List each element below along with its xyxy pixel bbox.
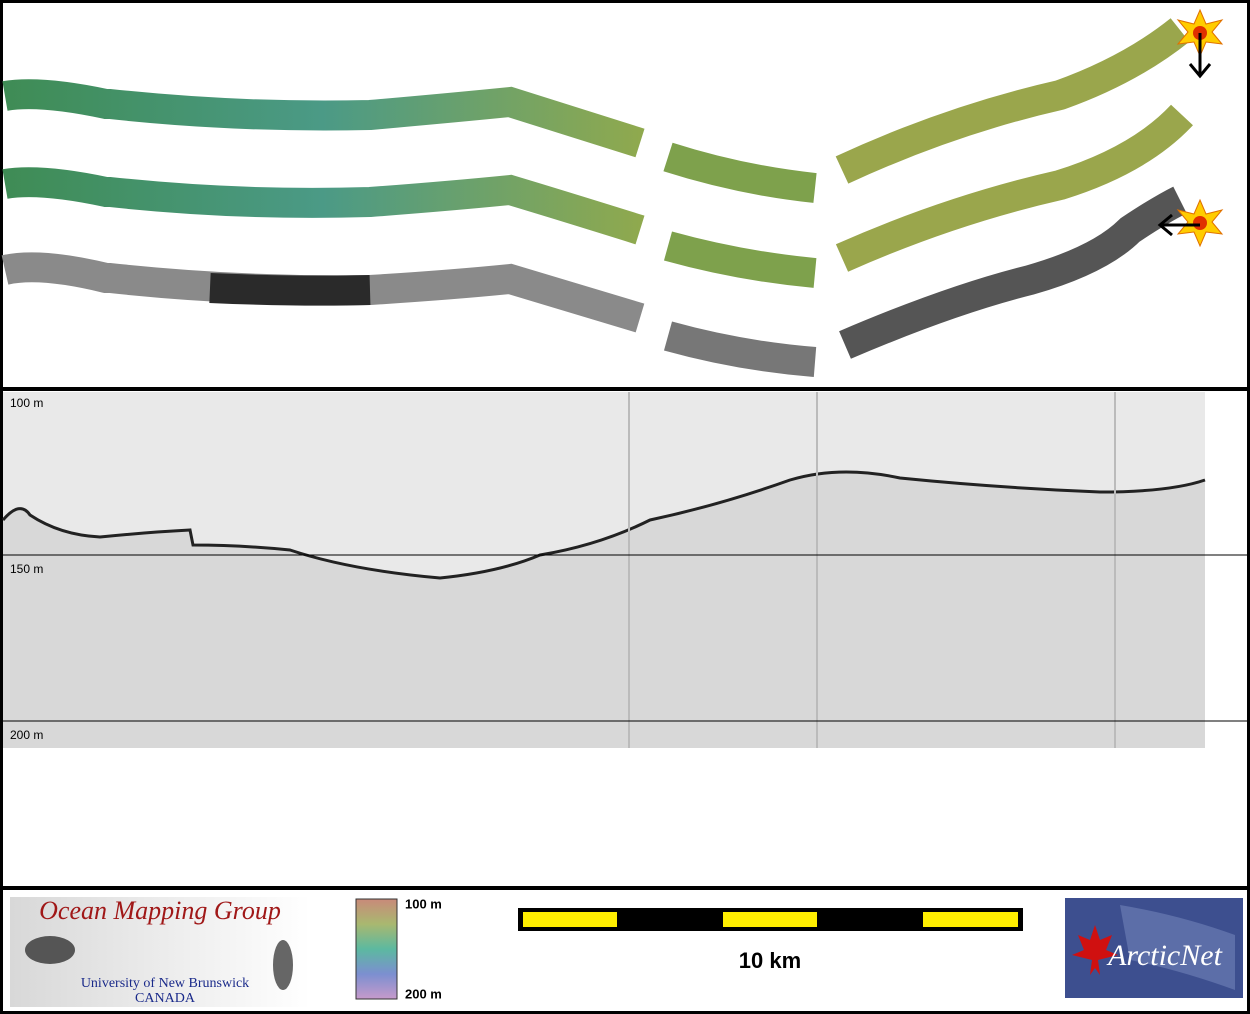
logo-shape xyxy=(1120,905,1235,990)
echo-fill xyxy=(3,471,1205,748)
scalebar-segment xyxy=(523,912,617,927)
scalebar-segment xyxy=(923,912,1018,927)
logo-text: University of New Brunswick xyxy=(81,976,249,991)
swath xyxy=(663,142,817,203)
arrow xyxy=(1188,33,1212,79)
logo-title: Ocean Mapping Group xyxy=(39,896,281,925)
depth-label: 200 m xyxy=(10,728,43,742)
arrow xyxy=(1157,213,1200,237)
depth-label: 150 m xyxy=(10,562,43,576)
colorbar xyxy=(355,898,398,1000)
swath xyxy=(2,79,645,158)
swath xyxy=(2,167,645,245)
logo-text: CANADA xyxy=(135,991,196,1006)
maple-leaf xyxy=(1072,925,1118,975)
swaths xyxy=(1,18,1193,377)
marker xyxy=(1193,216,1207,230)
ship-markers xyxy=(1157,8,1224,248)
swath xyxy=(209,273,371,306)
logo-shape xyxy=(25,936,75,964)
swath xyxy=(835,18,1190,184)
noise-lines xyxy=(628,392,1116,748)
logo-title: ArcticNet xyxy=(1106,939,1223,972)
colorbar-label: 100 m xyxy=(405,896,442,911)
swath xyxy=(839,186,1187,359)
depth-label: 100 m xyxy=(10,396,43,410)
scale-label: 10 km xyxy=(739,948,801,973)
swath xyxy=(663,321,817,377)
logo-shape xyxy=(273,940,293,990)
swath xyxy=(835,104,1193,272)
scalebar-segment xyxy=(723,912,817,927)
seabed xyxy=(1,470,1206,580)
swath xyxy=(663,231,817,288)
colorbar-label: 200 m xyxy=(405,986,442,1001)
